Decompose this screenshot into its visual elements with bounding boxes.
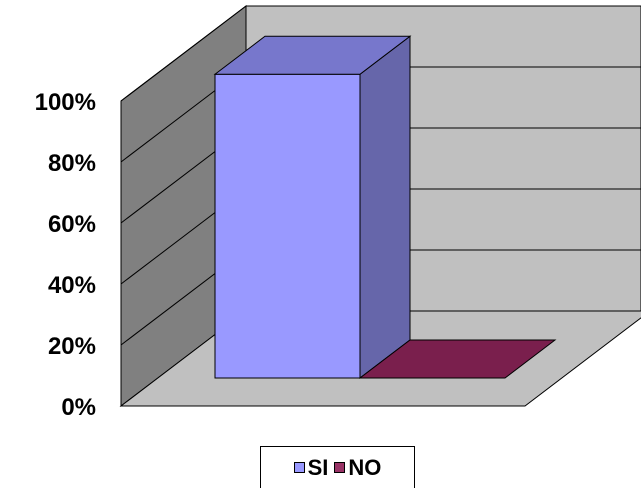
bar-no (358, 339, 557, 379)
bar-front-si (214, 73, 361, 379)
y-tick-labels: 0% 20% 40% 60% 80% 100% (35, 89, 96, 421)
y-tick-label: 60% (48, 211, 96, 238)
bars (213, 35, 557, 380)
gridline-left-5 (120, 5, 247, 102)
bar-top-no (358, 339, 557, 379)
y-tick-label: 0% (61, 394, 96, 421)
y-tick-label: 40% (48, 272, 96, 299)
legend-label-no: NO (348, 454, 382, 480)
legend-item-no: NO (334, 455, 381, 481)
legend-item-si: SI (293, 454, 329, 481)
bar-top-si (213, 35, 412, 75)
y-tick-label: 100% (35, 89, 96, 116)
y-tick-label: 80% (48, 150, 96, 177)
legend-swatch-si (293, 462, 305, 473)
y-tick-label: 20% (48, 333, 96, 360)
legend: SI NO (260, 446, 415, 488)
legend-swatch-no (334, 462, 346, 473)
legend-label-si: SI (307, 454, 329, 480)
bar-side-si (359, 35, 411, 380)
bar-si (213, 35, 412, 380)
